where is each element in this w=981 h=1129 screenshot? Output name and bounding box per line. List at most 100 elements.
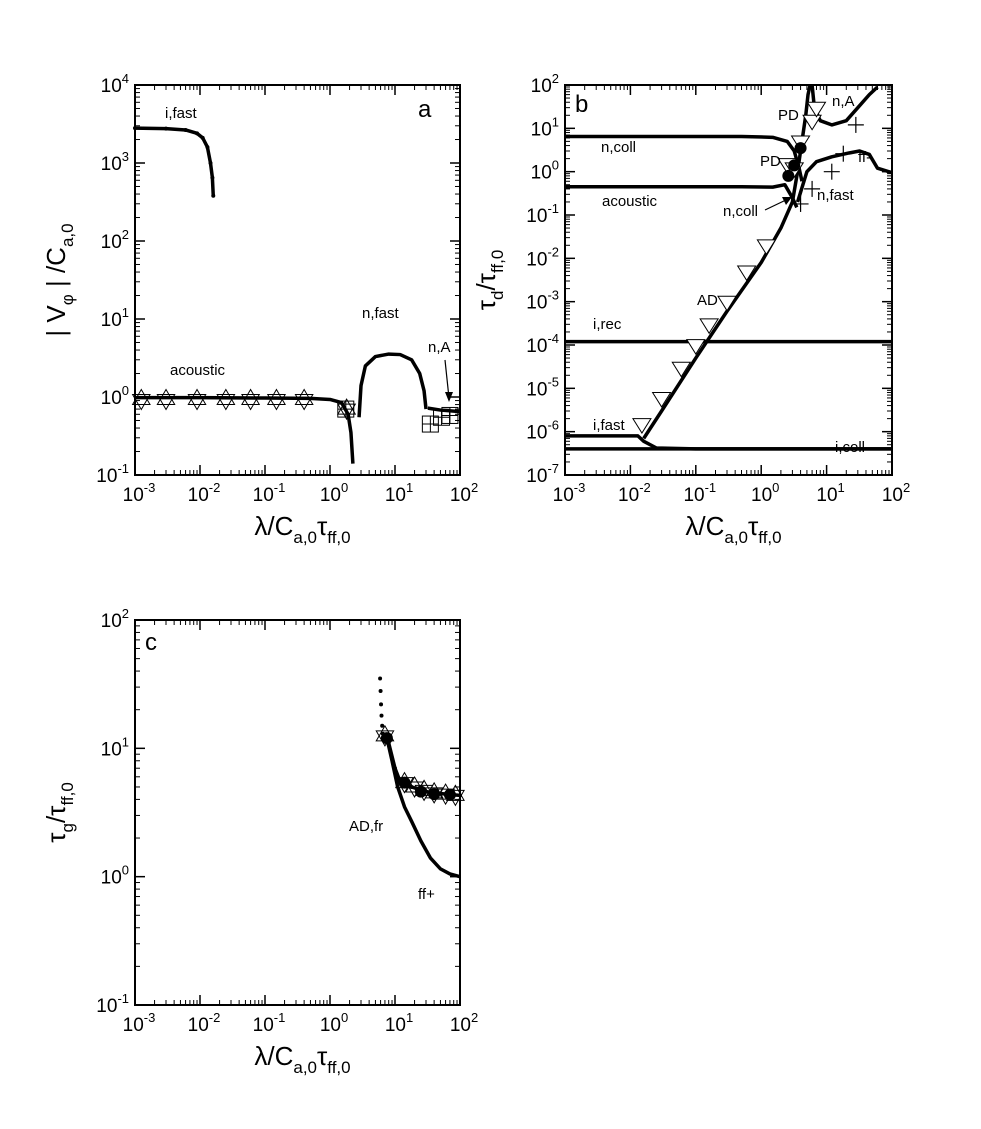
data-point [379,713,384,718]
annotation: i,coll [835,439,865,456]
filled-circle-marker [380,732,393,745]
data-point [205,145,210,150]
star-marker [216,388,236,405]
x-tick-label: 102 [450,1010,478,1036]
plot-frame [134,619,461,1006]
plot-frame [134,84,461,476]
data-point [164,126,169,131]
annotation-arrow [444,359,450,399]
filled-circle-marker [428,788,441,801]
star-marker [337,398,357,415]
filled-circle-marker [794,142,807,155]
x-tick-label: 100 [320,480,348,506]
y-tick-label: 100 [101,863,129,889]
y-tick-label: 100 [531,158,559,184]
star-marker [337,403,357,421]
x-tick-label: 100 [751,480,779,506]
annotation: n,fast [817,187,855,204]
y-tick-label: 104 [101,71,129,97]
annotation: AD,fr [349,818,383,835]
data-point [378,688,383,693]
y-tick-label: 102 [531,71,559,97]
x-tick-label: 10-2 [188,1010,221,1036]
y-axis-title: | Vφ | /Ca,0 [41,223,77,336]
panel-b: 10-3 10-2 10-1 100 101 102 10-7 10-6 10-5 10-4 10-… [471,71,910,547]
y-tick-label: 10-7 [526,461,559,487]
triangle-marker [717,295,737,312]
star-marker [156,388,176,405]
annotation: PD [778,107,799,124]
data-point [210,175,215,180]
triangle-marker [685,339,706,355]
annotation: i,rec [593,316,622,333]
data-point [195,131,200,136]
triangle-marker [736,265,757,282]
annotation: acoustic [170,362,226,379]
x-tick-label: 10-2 [618,480,651,506]
y-tick-label: 100 [101,383,129,409]
series-acoustic [135,395,355,464]
y-tick-label: 102 [101,606,129,632]
x-tick-label: 102 [882,480,910,506]
star-marker [156,393,176,411]
filled-circle-marker [788,159,801,172]
triangle-marker [699,318,720,335]
series-line [427,406,461,414]
star-marker [187,393,207,411]
star-marker [294,393,314,411]
annotation: ff- [858,149,871,166]
x-tick-label: 10-1 [683,480,716,506]
triangle-marker [632,418,652,434]
series-n-fast [357,352,428,418]
x-tick-label: 101 [385,480,413,506]
data-point [208,161,213,165]
y-tick-label: 10-1 [96,461,129,487]
y-axis-title: τd/τff,0 [471,250,507,311]
series-line [642,84,812,440]
annotation-arrow-head [782,197,792,205]
data-point [211,193,216,198]
x-tick-label: 10-3 [123,480,156,506]
data-point [183,127,188,132]
series-line [795,149,893,203]
y-tick-label: 10-3 [526,288,559,314]
y-tick-label: 10-4 [526,331,559,357]
series-n-a [427,406,461,414]
y-tick-label: 102 [101,227,129,253]
annotation: acoustic [602,193,658,210]
filled-circle-marker [414,785,427,798]
annotation: i,fast [165,105,198,122]
x-tick-label: 101 [385,1010,413,1036]
series-ff- [385,737,461,879]
star-marker [241,388,261,405]
series-filled-circles [380,732,456,801]
annotation: i,fast [593,417,626,434]
series-i-fast [133,126,216,198]
panel-letter: a [418,96,432,123]
annotation: n,A [832,93,855,110]
annotation: n,fast [362,305,400,322]
y-tick-label: 10-6 [526,418,559,444]
series-n-fast [795,149,893,203]
star-marker [294,388,314,405]
x-axis-title: λ/Ca,0τff,0 [254,511,350,547]
series-star-markers [131,388,357,421]
annotation: n,A [428,339,451,356]
panel-letter: c [145,629,157,656]
series-line [357,352,428,418]
data-point [380,723,385,728]
data-point [378,676,383,681]
y-tick-label: 10-2 [526,244,559,270]
x-tick-label: 101 [816,480,844,506]
star-marker [241,393,261,411]
x-tick-label: 10-1 [253,480,286,506]
series-crosses [792,116,864,212]
x-tick-label: 100 [320,1010,348,1036]
series-triangles [632,101,827,434]
annotation: n,coll [723,203,758,220]
data-point [379,702,384,707]
x-tick-label: 10-3 [123,1010,156,1036]
x-axis-title: λ/Ca,0τff,0 [254,1041,350,1077]
star-marker [266,388,287,405]
x-tick-label: 102 [450,480,478,506]
